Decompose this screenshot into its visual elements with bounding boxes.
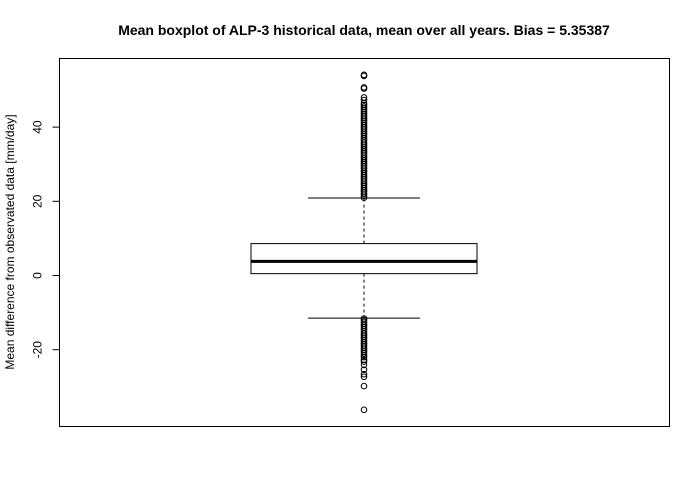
outlier-point (360, 373, 368, 381)
chart-title: Mean boxplot of ALP-3 historical data, m… (118, 22, 610, 38)
y-axis-label: Mean difference from observated data [mm… (3, 114, 17, 369)
outlier-point (360, 351, 368, 359)
outlier-point (360, 382, 368, 390)
outlier-point (360, 366, 368, 374)
y-tick-label: 0 (31, 272, 45, 279)
outlier-point (360, 94, 368, 101)
y-tick-label: 20 (31, 194, 45, 208)
outlier-point (360, 96, 368, 104)
y-tick-label: 40 (31, 120, 45, 134)
y-axis: -20 0 20 40 (31, 120, 60, 358)
outlier-point (360, 353, 368, 361)
outliers (360, 71, 368, 414)
y-tick-label: -20 (31, 341, 45, 359)
outlier-point (360, 370, 368, 378)
outlier-point (360, 71, 368, 79)
outlier-point (360, 350, 368, 357)
outlier-point (360, 406, 368, 414)
box-group (250, 197, 478, 319)
outlier-point (360, 103, 368, 111)
outlier-point (360, 84, 368, 91)
iqr-box (250, 243, 478, 275)
outlier-point (360, 361, 368, 369)
outlier-point (360, 358, 368, 365)
outlier-point (360, 101, 368, 109)
